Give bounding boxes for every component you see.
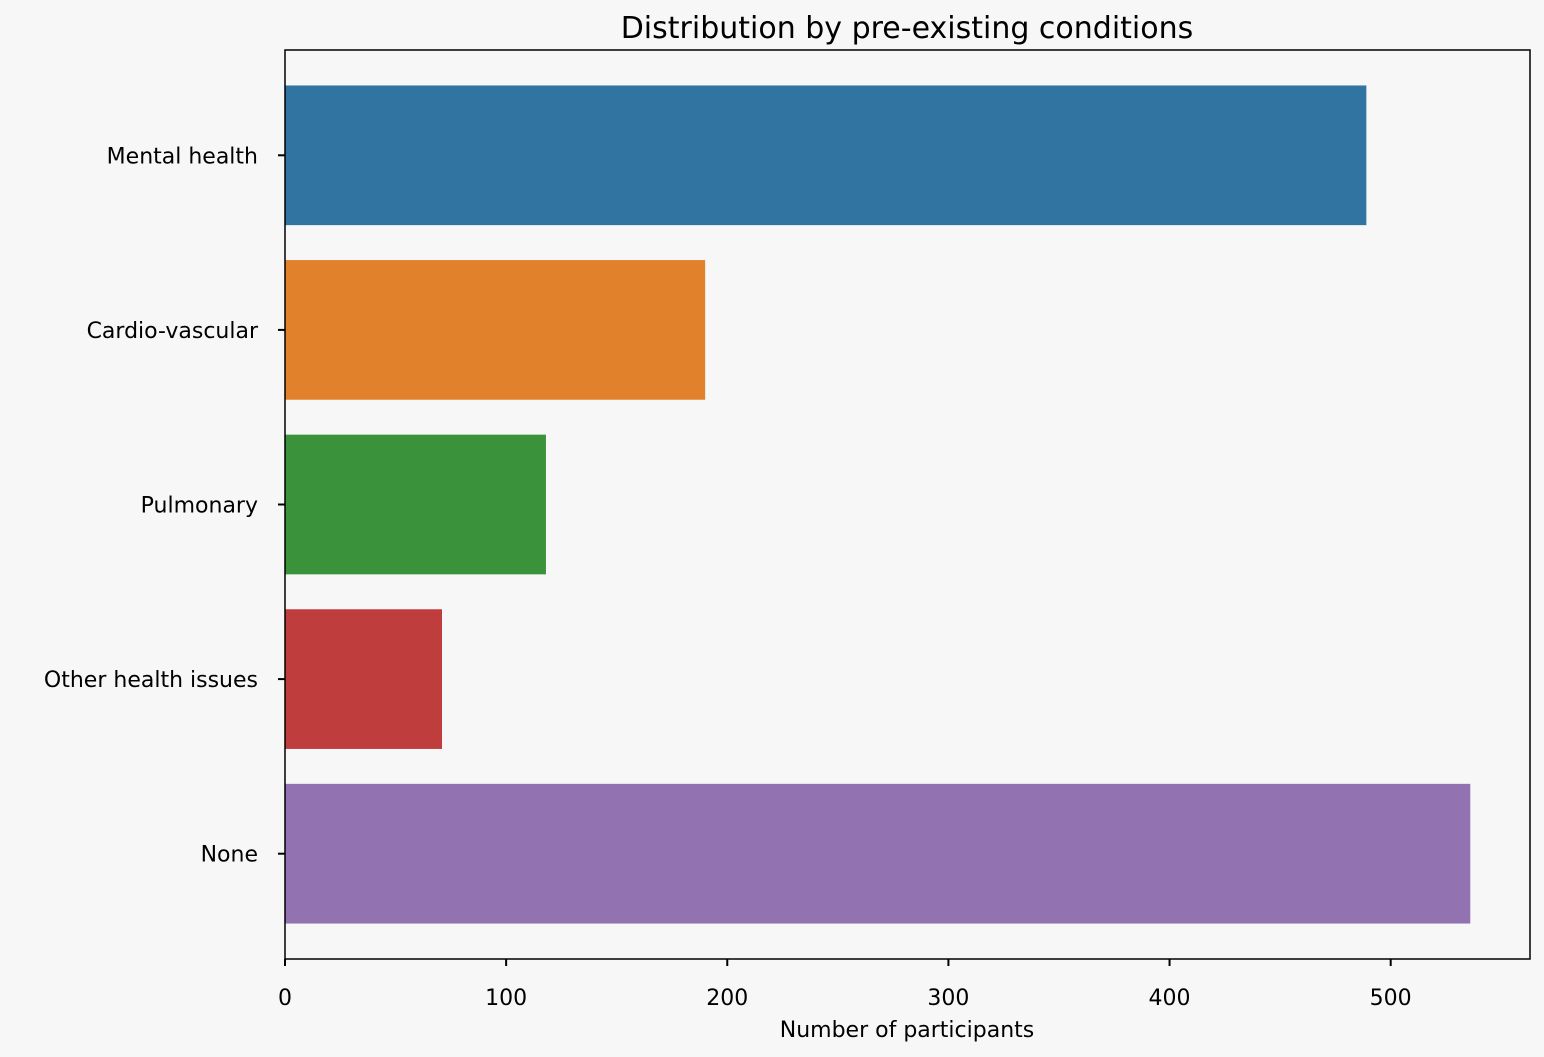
x-tick-label: 200 bbox=[706, 986, 748, 1011]
x-axis-ticks: 0 100 200 300 400 500 bbox=[278, 959, 1412, 1011]
y-tick-label: Mental health bbox=[107, 144, 258, 169]
y-tick-label: Pulmonary bbox=[141, 494, 258, 519]
x-tick-label: 100 bbox=[485, 986, 527, 1011]
bar-pulmonary bbox=[285, 434, 546, 575]
y-tick-label: Other health issues bbox=[44, 668, 258, 693]
bar-cardio-vascular bbox=[285, 260, 706, 400]
y-tick-label: Cardio-vascular bbox=[87, 319, 259, 344]
y-tick-label: None bbox=[201, 843, 258, 868]
x-tick-label: 0 bbox=[278, 986, 292, 1011]
bar-other-health-issues bbox=[285, 609, 443, 749]
plot-frame bbox=[284, 49, 1531, 960]
bars-layer bbox=[285, 85, 1471, 924]
y-axis-ticks: Mental health Cardio-vascular Pulmonary Oth… bbox=[44, 144, 285, 868]
x-tick-label: 400 bbox=[1149, 986, 1191, 1011]
x-tick-label: 500 bbox=[1370, 986, 1412, 1011]
bar-none bbox=[285, 783, 1471, 924]
x-axis-label: Number of participants bbox=[780, 1018, 1034, 1043]
x-tick-label: 300 bbox=[927, 986, 969, 1011]
bar-mental-health bbox=[285, 85, 1367, 226]
chart-title: Distribution by pre-existing conditions bbox=[621, 11, 1194, 46]
